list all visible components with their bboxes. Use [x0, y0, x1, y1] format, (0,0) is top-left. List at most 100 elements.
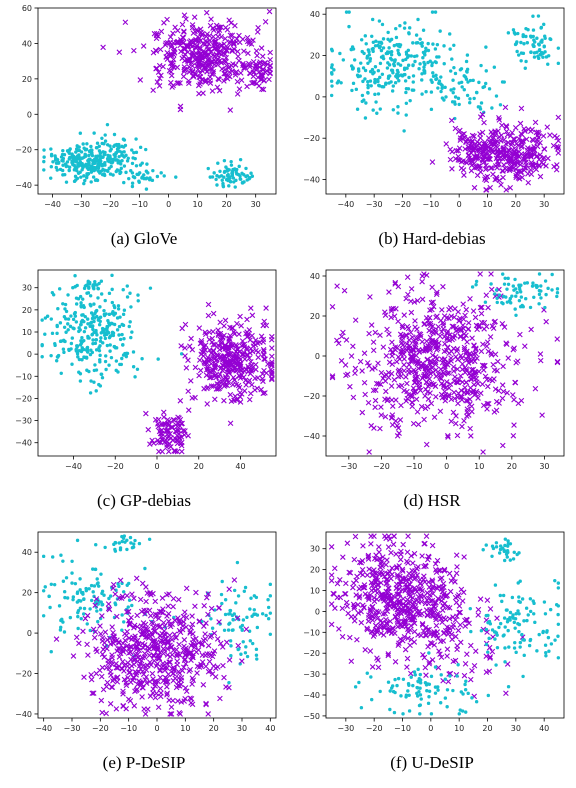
- female-point-dot: [517, 298, 522, 303]
- male-point-x: [220, 356, 227, 363]
- male-point-x: [174, 438, 180, 444]
- female-point-dot: [397, 79, 401, 83]
- female-point-dot: [391, 108, 396, 112]
- male-point-x: [532, 119, 539, 126]
- female-point-dot: [418, 37, 422, 41]
- male-point-x: [210, 33, 217, 40]
- female-point-dot: [483, 300, 488, 304]
- male-point-x: [391, 377, 398, 383]
- female-point-dot: [404, 101, 409, 105]
- female-point-dot: [148, 176, 152, 180]
- male-point-x: [342, 591, 348, 597]
- female-point-dot: [74, 349, 79, 353]
- male-point-x: [188, 335, 194, 342]
- female-point-dot: [227, 184, 231, 188]
- female-point-dot: [503, 660, 507, 664]
- female-point-dot: [430, 10, 435, 14]
- male-point-x: [511, 422, 517, 428]
- female-point-dot: [537, 632, 541, 637]
- female-point-dot: [462, 87, 466, 92]
- female-point-dot: [361, 79, 365, 84]
- male-point-x: [234, 397, 240, 403]
- male-point-x: [389, 565, 395, 571]
- male-point-x: [457, 135, 464, 141]
- male-point-x: [222, 24, 229, 31]
- female-point-dot: [243, 585, 248, 590]
- female-point-dot: [341, 58, 346, 62]
- male-point-x: [412, 575, 419, 581]
- male-point-x: [219, 362, 226, 369]
- male-point-x: [518, 144, 525, 150]
- female-point-dot: [452, 65, 456, 70]
- female-point-dot: [145, 162, 149, 166]
- male-point-x: [154, 79, 161, 85]
- male-point-x: [385, 585, 391, 591]
- male-point-x: [183, 652, 189, 658]
- male-point-x: [210, 310, 217, 317]
- female-point-dot: [121, 590, 126, 594]
- female-point-dot: [130, 148, 134, 152]
- male-point-x: [499, 395, 506, 402]
- male-point-x: [392, 418, 399, 424]
- female-point-dot: [126, 605, 130, 609]
- male-point-x: [210, 351, 216, 358]
- male-point-x: [260, 346, 267, 353]
- female-point-dot: [234, 601, 238, 605]
- female-point-dot: [378, 689, 382, 694]
- male-point-x: [109, 624, 115, 630]
- female-point-dot: [107, 291, 112, 296]
- male-point-x: [164, 416, 171, 423]
- male-point-x: [536, 130, 542, 137]
- male-point-x: [522, 343, 528, 349]
- female-point-dot: [59, 339, 63, 343]
- female-point-dot: [474, 282, 478, 287]
- male-point-x: [401, 633, 408, 640]
- male-point-x: [164, 652, 171, 658]
- female-point-dot: [134, 164, 139, 168]
- male-point-x: [267, 70, 273, 77]
- female-point-dot: [220, 579, 224, 584]
- female-point-dot: [465, 53, 470, 57]
- male-point-x: [158, 433, 165, 440]
- male-point-x: [446, 615, 453, 622]
- male-point-x: [350, 394, 357, 401]
- female-point-dot: [122, 150, 126, 154]
- male-point-x: [204, 68, 210, 75]
- female-point-dot: [522, 653, 526, 658]
- male-point-x: [196, 372, 202, 379]
- male-point-x: [76, 640, 82, 647]
- female-point-dot: [506, 539, 510, 543]
- female-point-dot: [429, 107, 434, 112]
- male-point-x: [105, 605, 112, 612]
- x-tick-label: 30: [237, 724, 247, 733]
- male-point-x: [336, 626, 342, 632]
- female-point-dot: [436, 86, 440, 90]
- female-point-dot: [250, 174, 255, 178]
- female-point-dot: [113, 601, 117, 605]
- male-point-x: [215, 24, 222, 30]
- male-point-x: [182, 695, 188, 702]
- female-point-dot: [81, 297, 85, 301]
- male-point-x: [428, 299, 435, 306]
- male-point-x: [143, 680, 150, 687]
- male-point-x: [237, 360, 243, 367]
- male-point-x: [178, 48, 184, 55]
- male-point-x: [407, 642, 413, 649]
- male-point-x: [360, 543, 366, 549]
- male-point-x: [207, 74, 213, 80]
- male-point-x: [260, 390, 267, 397]
- female-point-dot: [359, 706, 364, 710]
- male-point-x: [169, 437, 176, 444]
- female-point-dot: [546, 62, 550, 66]
- male-point-x: [181, 29, 187, 35]
- male-point-x: [491, 134, 497, 141]
- male-point-x: [417, 580, 424, 587]
- male-point-x: [409, 357, 415, 364]
- female-point-dot: [510, 595, 515, 600]
- male-point-x: [148, 591, 154, 598]
- male-point-x: [116, 654, 123, 660]
- male-point-x: [150, 690, 156, 696]
- male-point-x: [371, 425, 377, 431]
- male-point-x: [372, 404, 378, 411]
- female-point-dot: [127, 598, 132, 602]
